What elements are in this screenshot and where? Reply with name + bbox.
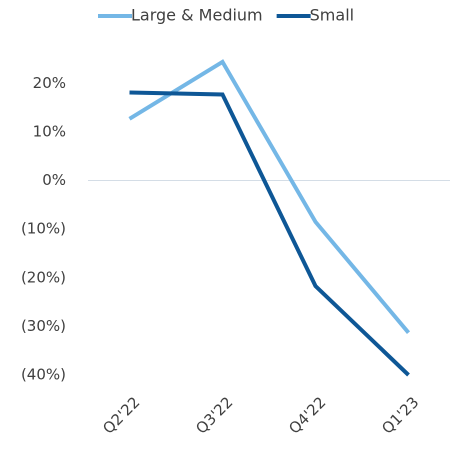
legend-label: Large & Medium: [131, 6, 263, 25]
x-tick-label: Q4'22: [285, 393, 329, 437]
y-tick-label: 10%: [33, 122, 66, 140]
series-line: [128, 59, 411, 334]
y-tick-label: (40%): [21, 366, 66, 384]
x-tick-label: Q2'22: [99, 393, 143, 437]
x-tick-label: Q1'23: [378, 393, 422, 437]
x-tick-label: Q3'22: [192, 393, 236, 437]
y-tick-label: 0%: [42, 171, 66, 189]
y-tick-label: (30%): [21, 317, 66, 335]
y-tick-label: (20%): [21, 268, 66, 286]
legend-label: Small: [310, 6, 354, 25]
y-tick-label: 20%: [33, 74, 66, 92]
series-line: [129, 90, 410, 377]
y-tick-label: (10%): [21, 220, 66, 238]
